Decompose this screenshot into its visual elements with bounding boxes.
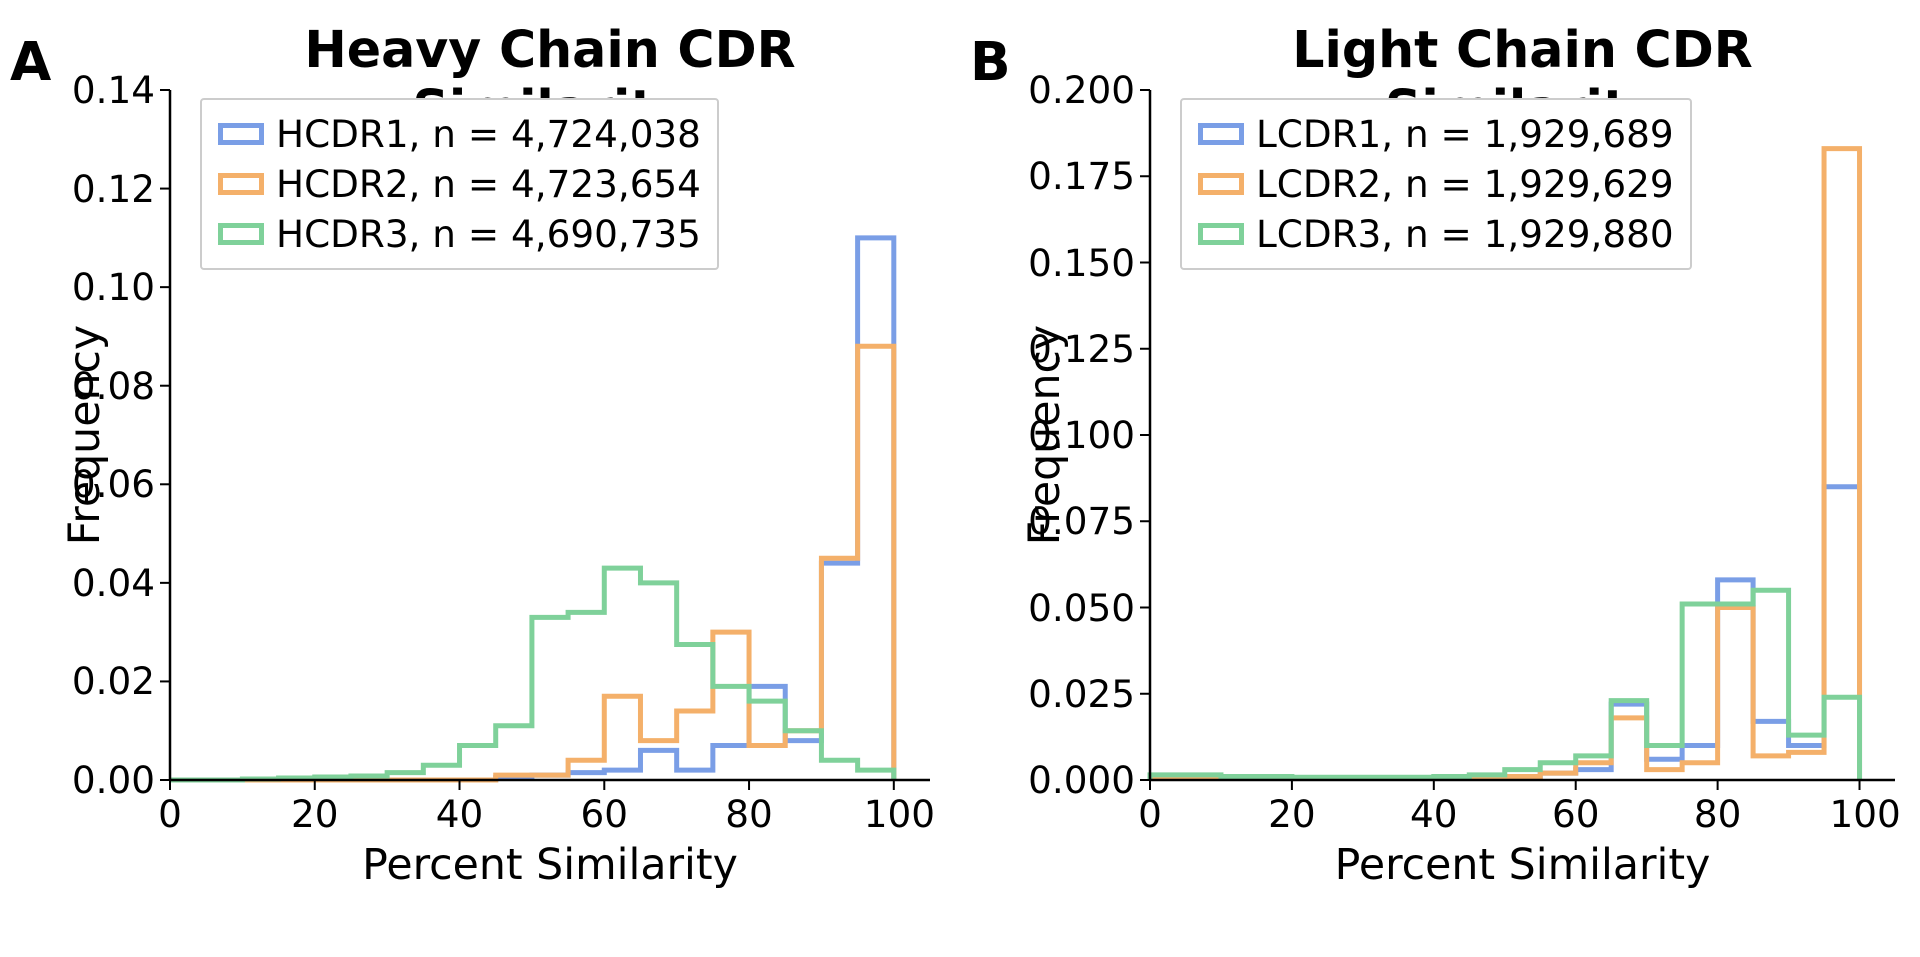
y-tick-label: 0.12 (40, 167, 155, 211)
y-tick-label: 0.06 (40, 462, 155, 506)
x-tick-label: 60 (1546, 792, 1606, 836)
legend-label: LCDR1, n = 1,929,689 (1256, 112, 1674, 156)
y-tick-label: 0.08 (40, 364, 155, 408)
legend-label: HCDR1, n = 4,724,038 (276, 112, 701, 156)
legend-item: HCDR3, n = 4,690,735 (218, 212, 701, 256)
y-tick-label: 0.100 (1020, 413, 1135, 457)
legend-swatch (218, 223, 264, 245)
legend: HCDR1, n = 4,724,038 HCDR2, n = 4,723,654… (200, 98, 719, 270)
y-tick-label: 0.04 (40, 561, 155, 605)
y-tick-label: 0.175 (1020, 154, 1135, 198)
x-tick-label: 80 (719, 792, 779, 836)
legend-item: LCDR3, n = 1,929,880 (1198, 212, 1674, 256)
histogram-series-hcdr3 (170, 568, 894, 780)
y-tick-label: 0.000 (1020, 758, 1135, 802)
legend-label: LCDR3, n = 1,929,880 (1256, 212, 1674, 256)
panel-b-label: B (970, 30, 1011, 93)
legend: LCDR1, n = 1,929,689 LCDR2, n = 1,929,629… (1180, 98, 1692, 270)
x-tick-label: 100 (864, 792, 924, 836)
legend-label: HCDR2, n = 4,723,654 (276, 162, 701, 206)
legend-label: HCDR3, n = 4,690,735 (276, 212, 701, 256)
y-tick-label: 0.14 (40, 68, 155, 112)
legend-swatch (1198, 173, 1244, 195)
legend-label: LCDR2, n = 1,929,629 (1256, 162, 1674, 206)
legend-item: HCDR1, n = 4,724,038 (218, 112, 701, 156)
panel-a-plot: 0204060801000.000.020.040.060.080.100.12… (170, 90, 930, 780)
x-tick-label: 40 (430, 792, 490, 836)
x-tick-label: 60 (574, 792, 634, 836)
panel-b-xlabel: Percent Similarity (1150, 840, 1895, 890)
legend-item: HCDR2, n = 4,723,654 (218, 162, 701, 206)
legend-swatch (1198, 223, 1244, 245)
legend-item: LCDR2, n = 1,929,629 (1198, 162, 1674, 206)
y-tick-label: 0.200 (1020, 68, 1135, 112)
y-tick-label: 0.075 (1020, 499, 1135, 543)
legend-swatch (1198, 123, 1244, 145)
y-tick-label: 0.02 (40, 659, 155, 703)
panel-a-xlabel: Percent Similarity (170, 840, 930, 890)
y-tick-label: 0.150 (1020, 241, 1135, 285)
y-tick-label: 0.00 (40, 758, 155, 802)
y-tick-label: 0.025 (1020, 672, 1135, 716)
x-tick-label: 100 (1830, 792, 1890, 836)
x-tick-label: 20 (285, 792, 345, 836)
legend-swatch (218, 123, 264, 145)
legend-item: LCDR1, n = 1,929,689 (1198, 112, 1674, 156)
panel-b-plot: 0204060801000.0000.0250.0500.0750.1000.1… (1150, 90, 1895, 780)
y-tick-label: 0.050 (1020, 586, 1135, 630)
x-tick-label: 40 (1404, 792, 1464, 836)
legend-swatch (218, 173, 264, 195)
figure-root: A Heavy Chain CDR Similarity Frequency P… (0, 0, 1920, 957)
y-tick-label: 0.10 (40, 265, 155, 309)
x-tick-label: 80 (1688, 792, 1748, 836)
x-tick-label: 20 (1262, 792, 1322, 836)
y-tick-label: 0.125 (1020, 327, 1135, 371)
